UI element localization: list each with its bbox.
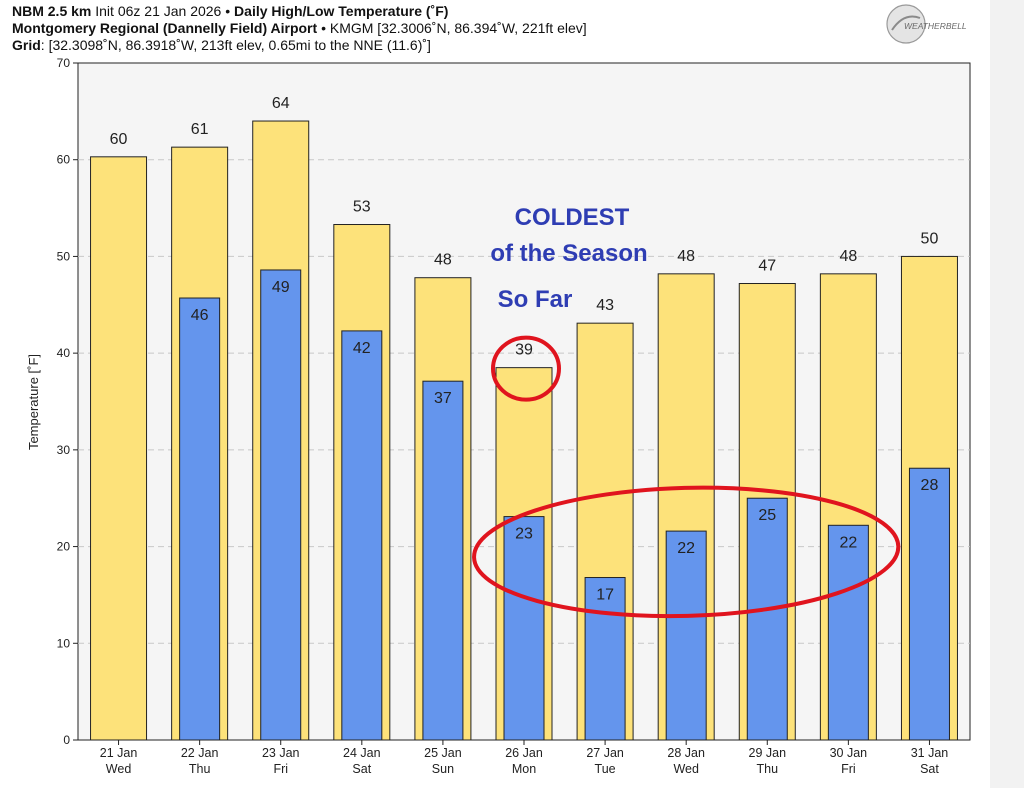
- annotation-line-2: of the Season: [490, 240, 647, 267]
- x-tick-day: Wed: [673, 762, 699, 776]
- low-temp-bar: [746, 497, 788, 741]
- x-tick-date: 27 Jan: [586, 746, 624, 760]
- x-tick-day: Mon: [512, 762, 536, 776]
- bars: [90, 120, 958, 741]
- y-axis: 0 10 20 30 40 50 60 70: [57, 56, 78, 747]
- x-tick-date: 24 Jan: [343, 746, 381, 760]
- x-tick-day: Sun: [432, 762, 454, 776]
- highlight-circles: [472, 335, 901, 619]
- product-title: Daily High/Low Temperature (˚F): [234, 3, 449, 19]
- x-tick-day: Thu: [189, 762, 211, 776]
- chart-header: NBM 2.5 km Init 06z 21 Jan 2026 • Daily …: [12, 3, 872, 54]
- separator: •: [225, 3, 231, 19]
- low-temp-label: 37: [434, 390, 452, 407]
- high-temp-bar: [90, 156, 148, 741]
- low-temp-bar: [827, 524, 869, 741]
- low-temp-bar: [908, 467, 950, 741]
- separator: •: [321, 20, 326, 36]
- high-temp-label: 60: [110, 131, 128, 148]
- high-temp-label: 48: [434, 252, 452, 269]
- bar-value-labels: 60 61 46 64 49 53 42 48 37 39 23 43 17 48 22 47 25 48 22 50…: [110, 95, 939, 603]
- y-tick-label: 40: [57, 346, 71, 360]
- low-temp-bar: [179, 297, 221, 741]
- low-temp-bar: [503, 516, 545, 741]
- y-tick-label: 70: [57, 56, 71, 70]
- high-temp-label: 50: [921, 230, 939, 247]
- low-temp-label: 22: [839, 534, 857, 551]
- x-tick-date: 22 Jan: [181, 746, 219, 760]
- low-temp-label: 23: [515, 526, 533, 543]
- y-axis-label: Temperature [˚F]: [26, 354, 41, 450]
- x-tick-date: 23 Jan: [262, 746, 300, 760]
- x-tick-day: Thu: [756, 762, 778, 776]
- y-tick-label: 10: [57, 636, 71, 650]
- x-axis: 21 Jan Wed 22 Jan Thu 23 Jan Fri 24 Jan Sat 25 J…: [100, 740, 948, 776]
- page-margin: [990, 0, 1024, 788]
- low-temp-bar: [584, 577, 626, 741]
- station-info: KMGM [32.3006˚N, 86.394˚W, 221ft elev]: [329, 20, 587, 36]
- x-tick-date: 28 Jan: [667, 746, 705, 760]
- x-tick-date: 25 Jan: [424, 746, 462, 760]
- low-temp-bar: [422, 380, 464, 741]
- x-tick-date: 29 Jan: [749, 746, 787, 760]
- y-tick-label: 50: [57, 249, 71, 263]
- high-temp-label: 47: [758, 258, 776, 275]
- highlight-circle: [491, 335, 561, 402]
- grid-info: [32.3098˚N, 86.3918˚W, 213ft elev, 0.65m…: [48, 37, 431, 53]
- x-tick-day: Fri: [273, 762, 288, 776]
- grid-label: Grid: [12, 37, 41, 53]
- low-temp-label: 17: [596, 587, 614, 604]
- high-temp-label: 48: [677, 248, 695, 265]
- x-tick-day: Fri: [841, 762, 856, 776]
- low-temp-bar: [341, 330, 383, 741]
- weatherbell-logo: WEATHERBELL: [886, 4, 967, 44]
- x-tick-date: 21 Jan: [100, 746, 138, 760]
- station-name: Montgomery Regional (Dannelly Field) Air…: [12, 20, 318, 36]
- x-tick-day: Wed: [106, 762, 132, 776]
- highlight-ellipse: [472, 485, 901, 619]
- y-tick-label: 20: [57, 540, 71, 554]
- x-tick-day: Sat: [352, 762, 371, 776]
- low-temp-label: 49: [272, 279, 290, 296]
- header-line-2: Montgomery Regional (Dannelly Field) Air…: [12, 20, 872, 37]
- high-temp-label: 61: [191, 121, 209, 138]
- y-tick-label: 30: [57, 443, 71, 457]
- y-tick-label: 60: [57, 153, 71, 167]
- x-tick-day: Tue: [595, 762, 616, 776]
- low-temp-label: 42: [353, 340, 371, 357]
- x-tick-day: Sat: [920, 762, 939, 776]
- y-tick-label: 0: [63, 733, 70, 747]
- high-temp-label: 64: [272, 95, 290, 112]
- annotation-line-1: COLDEST: [515, 204, 630, 231]
- low-temp-bar: [665, 530, 707, 741]
- annotation-line-3: So Far: [498, 286, 573, 313]
- x-tick-date: 31 Jan: [911, 746, 949, 760]
- low-temp-label: 28: [921, 477, 939, 494]
- header-line-1: NBM 2.5 km Init 06z 21 Jan 2026 • Daily …: [12, 3, 872, 20]
- low-temp-label: 22: [677, 540, 695, 557]
- init-time: Init 06z 21 Jan 2026: [95, 3, 222, 19]
- high-temp-label: 43: [596, 297, 614, 314]
- logo-text: WEATHERBELL: [904, 21, 967, 31]
- low-temp-label: 25: [758, 507, 776, 524]
- high-temp-label: 39: [515, 342, 533, 359]
- x-tick-date: 26 Jan: [505, 746, 543, 760]
- high-temp-label: 53: [353, 199, 371, 216]
- x-tick-date: 30 Jan: [830, 746, 868, 760]
- low-temp-bar: [260, 269, 302, 741]
- low-temp-label: 46: [191, 307, 209, 324]
- header-line-3: Grid: [32.3098˚N, 86.3918˚W, 213ft elev,…: [12, 37, 431, 53]
- model-name: NBM 2.5 km: [12, 3, 92, 19]
- high-temp-label: 48: [839, 248, 857, 265]
